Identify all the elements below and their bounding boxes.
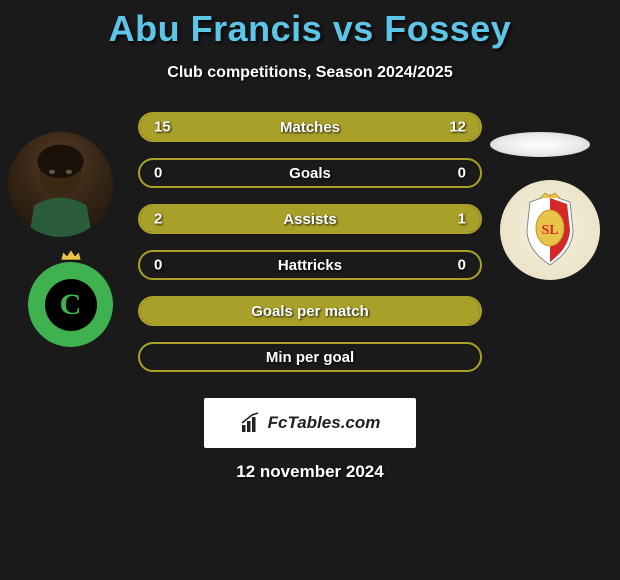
stats-area: C SL 15 Matches 12 0 Goals 0 2 Assists 1 0 Hattric…: [0, 112, 620, 392]
stat-row: 15 Matches 12: [138, 112, 482, 142]
stat-value-right: 1: [458, 211, 466, 228]
stat-row: 2 Assists 1: [138, 204, 482, 234]
stat-label: Goals: [289, 165, 331, 182]
subtitle: Club competitions, Season 2024/2025: [0, 64, 620, 82]
svg-text:SL: SL: [541, 223, 558, 238]
brand-box[interactable]: FcTables.com: [204, 398, 416, 448]
stat-value-left: 0: [154, 165, 162, 182]
stat-value-right: 0: [458, 165, 466, 182]
club-left-letter: C: [60, 288, 82, 322]
crown-icon: [59, 248, 83, 262]
stat-row: Min per goal: [138, 342, 482, 372]
stat-rows: 15 Matches 12 0 Goals 0 2 Assists 1 0 Hattricks 0 Go…: [138, 112, 482, 388]
stat-value-left: 15: [154, 119, 171, 136]
player-right-avatar: [490, 132, 590, 157]
date-text: 12 november 2024: [0, 462, 620, 482]
page-title: Abu Francis vs Fossey: [0, 8, 620, 50]
stat-label: Hattricks: [278, 257, 342, 274]
stat-value-right: 12: [449, 119, 466, 136]
stat-row: Goals per match: [138, 296, 482, 326]
brand-text: FcTables.com: [268, 413, 381, 433]
stat-label: Assists: [283, 211, 336, 228]
stat-label: Matches: [280, 119, 340, 136]
player-left-avatar: [8, 132, 113, 237]
stat-row: 0 Goals 0: [138, 158, 482, 188]
club-left-badge: C: [28, 262, 113, 347]
stat-row: 0 Hattricks 0: [138, 250, 482, 280]
stat-value-left: 0: [154, 257, 162, 274]
stat-value-left: 2: [154, 211, 162, 228]
club-right-badge: SL: [500, 180, 600, 280]
stat-label: Min per goal: [266, 349, 354, 366]
stat-label: Goals per match: [251, 303, 369, 320]
chart-icon: [240, 412, 262, 434]
stat-value-right: 0: [458, 257, 466, 274]
